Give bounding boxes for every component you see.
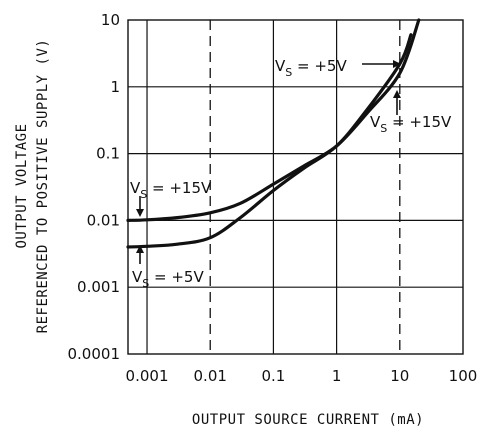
x-tick-label: 0.1 (261, 367, 285, 385)
y-axis-label-line1: OUTPUT VOLTAGE (14, 123, 30, 248)
annotation-vs15-right: VS = +15V (370, 113, 452, 135)
annotation-arrows (140, 64, 397, 264)
y-tick-labels: 0.0001 0.001 0.01 0.1 1 10 (68, 11, 121, 363)
x-tick-label: 1 (332, 367, 342, 385)
arrow-heads (136, 60, 401, 253)
y-tick-label: 10 (101, 11, 120, 29)
x-tick-label: 100 (449, 367, 478, 385)
x-tick-label: 10 (390, 367, 409, 385)
series-line-vs5 (128, 35, 411, 247)
annotation-vs15-left: VS = +15V (130, 179, 212, 201)
y-tick-label: 0.001 (77, 278, 120, 296)
y-tick-label: 0.01 (87, 211, 120, 229)
y-tick-label: 0.1 (96, 145, 120, 163)
y-axis-label-line2: REFERENCED TO POSITIVE SUPPLY (V) (35, 39, 51, 334)
y-tick-label: 0.0001 (68, 345, 121, 363)
x-tick-label: 0.001 (126, 367, 169, 385)
x-tick-labels: 0.001 0.01 0.1 1 10 100 (126, 367, 478, 385)
x-axis-label: OUTPUT SOURCE CURRENT (mA) (192, 412, 424, 428)
x-tick-label: 0.01 (194, 367, 227, 385)
y-tick-label: 1 (110, 78, 120, 96)
arrowhead-vs15-left (136, 209, 144, 217)
